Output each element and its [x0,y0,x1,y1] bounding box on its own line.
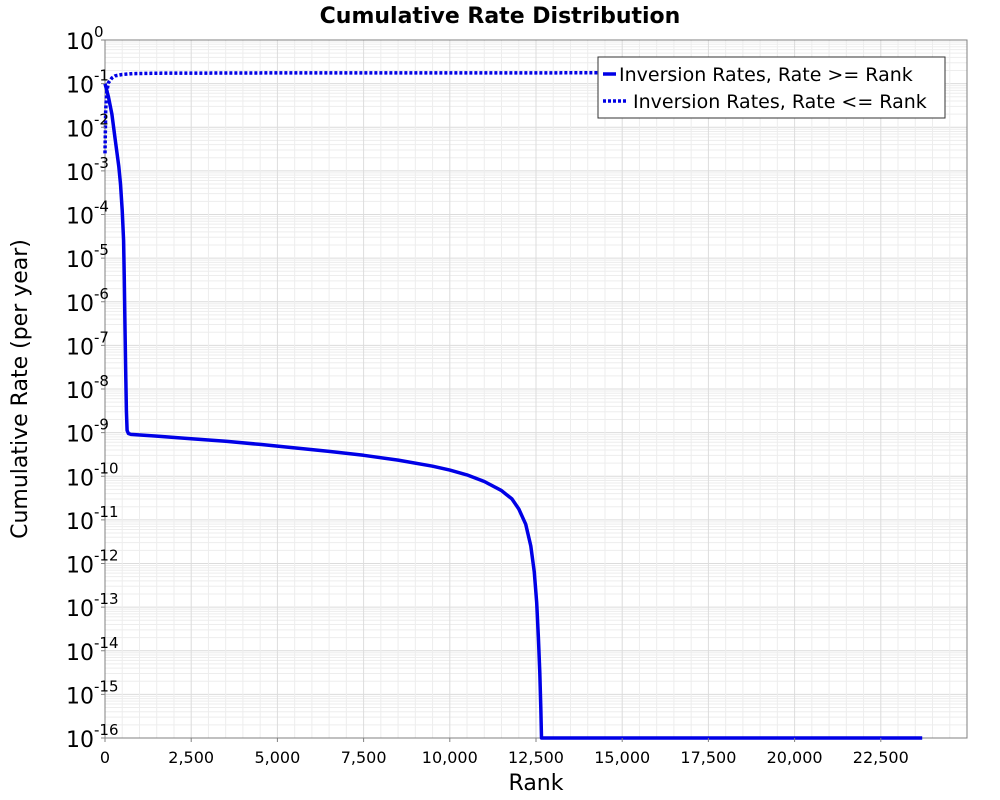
x-tick-label: 15,000 [594,748,650,767]
x-tick-label: 20,000 [767,748,823,767]
y-tick-label: 100 [66,23,104,55]
y-tick-label: 10-3 [66,154,109,186]
grid [104,39,968,739]
y-tick-label: 10-15 [66,677,119,709]
x-tick-label: 5,000 [254,748,300,767]
x-axis-label: Rank [509,771,564,796]
y-tick-label: 10-9 [66,416,109,448]
chart-title: Cumulative Rate Distribution [320,4,681,29]
x-tick-label: 0 [100,748,110,767]
y-axis-ticks: 100 10-1 10-2 10-3 10-4 10-5 10-6 10-7 10-8 10-9 1… [66,23,119,753]
y-tick-label: 10-4 [66,198,109,230]
y-tick-label: 10-2 [66,110,109,142]
x-axis-ticks: 0 2,500 5,000 7,500 10,000 12,500 15,000 17,500… [100,738,909,767]
y-tick-label: 10-11 [66,503,119,535]
series-line-rate-gte-rank [103,83,923,740]
x-tick-label: 12,500 [508,748,564,767]
legend-entry-rate-gte-rank: Inversion Rates, Rate >= Rank [619,64,913,86]
x-tick-label: 10,000 [422,748,478,767]
x-tick-label: 17,500 [680,748,736,767]
y-tick-label: 10-7 [66,328,109,360]
y-tick-label: 10-13 [66,590,119,622]
x-tick-label: 22,500 [853,748,909,767]
y-axis-label: Cumulative Rate (per year) [8,239,33,539]
y-tick-label: 10-12 [66,547,119,579]
series-line-rate-lte-rank [103,70,923,154]
y-tick-label: 10-14 [66,634,119,666]
y-tick-label: 10-10 [66,459,119,491]
series-layer [103,70,923,740]
y-tick-label: 10-16 [66,721,119,753]
legend: Inversion Rates, Rate >= Rank Inversion … [597,56,946,119]
y-tick-label: 10-5 [66,241,109,273]
y-tick-label: 10-1 [66,67,109,99]
legend-box [597,56,946,119]
y-tick-label: 10-8 [66,372,109,404]
legend-entry-rate-lte-rank: Inversion Rates, Rate <= Rank [633,91,927,113]
y-tick-label: 10-6 [66,285,109,317]
x-tick-label: 2,500 [168,748,214,767]
x-tick-label: 7,500 [341,748,387,767]
